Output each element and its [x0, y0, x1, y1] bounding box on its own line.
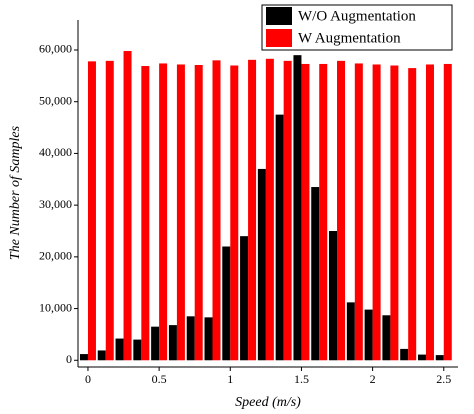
y-tick-label: 30,000	[39, 197, 72, 211]
bar	[168, 325, 177, 361]
bar	[265, 58, 274, 361]
y-tick-label: 10,000	[39, 300, 72, 314]
bar	[372, 64, 381, 361]
bar	[354, 63, 363, 361]
x-tick-label: 2.5	[436, 372, 451, 386]
bar	[443, 63, 452, 361]
bar	[275, 114, 284, 361]
bar	[176, 64, 185, 361]
bar	[151, 326, 160, 361]
bar	[248, 59, 257, 361]
bar	[240, 236, 249, 361]
bar	[329, 230, 338, 361]
bar	[212, 60, 221, 361]
x-tick-label: 0.5	[152, 372, 167, 386]
bar	[364, 309, 373, 361]
y-tick-label: 60,000	[39, 42, 72, 56]
bar	[186, 316, 195, 361]
bar	[283, 60, 292, 361]
bar	[123, 51, 132, 361]
y-tick-label: 0	[66, 352, 72, 366]
bar	[425, 64, 434, 361]
bar	[230, 65, 239, 361]
bar	[159, 63, 168, 361]
bar	[319, 63, 328, 361]
bar	[293, 55, 302, 361]
bar	[301, 63, 310, 361]
bar	[400, 348, 409, 361]
y-tick-label: 20,000	[39, 249, 72, 263]
bar	[417, 354, 426, 361]
legend-label: W/O Augmentation	[298, 8, 416, 24]
bar	[97, 350, 106, 361]
bar	[79, 354, 88, 361]
legend-swatch	[266, 7, 292, 25]
bar	[311, 187, 320, 361]
x-tick-label: 2	[370, 372, 376, 386]
bar	[194, 64, 203, 361]
bar	[337, 60, 346, 361]
x-axis-label: Speed (m/s)	[235, 395, 301, 410]
bar	[390, 65, 399, 361]
bar	[346, 302, 355, 361]
bar	[204, 317, 213, 361]
x-tick-label: 1	[227, 372, 233, 386]
bar	[105, 60, 114, 361]
bar	[435, 355, 444, 361]
legend-label: W Augmentation	[298, 30, 401, 46]
bar	[382, 315, 391, 361]
y-tick-label: 40,000	[39, 145, 72, 159]
bar	[222, 246, 231, 361]
bar	[87, 61, 96, 361]
legend-swatch	[266, 29, 292, 47]
bar	[257, 168, 266, 361]
x-tick-label: 1.5	[294, 372, 309, 386]
bar	[133, 339, 142, 361]
legend-box	[261, 4, 453, 51]
x-tick-label: 0	[85, 372, 91, 386]
bar	[141, 66, 150, 361]
bar	[115, 338, 124, 361]
y-axis-label: The Number of Samples	[8, 125, 23, 260]
bar	[408, 68, 417, 361]
y-tick-label: 50,000	[39, 93, 72, 107]
